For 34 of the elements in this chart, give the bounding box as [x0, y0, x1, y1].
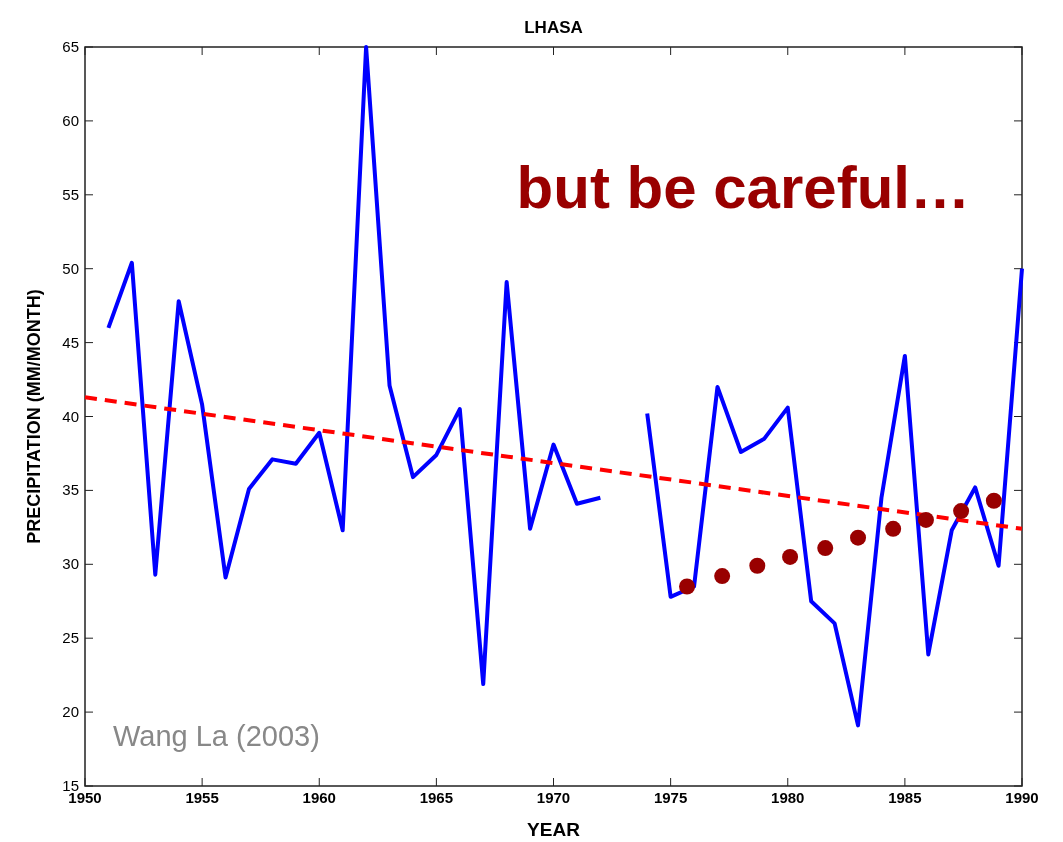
x-tick-label: 1970: [536, 789, 571, 806]
point: [679, 578, 696, 595]
y-tick-label: 30: [62, 555, 79, 573]
x-tick-label: 1980: [771, 789, 805, 806]
y-tick-label: 60: [62, 111, 79, 129]
point: [782, 548, 799, 565]
point: [850, 529, 867, 546]
y-tick-label: 50: [62, 259, 79, 277]
chart-title: LHASA: [524, 18, 583, 37]
point: [953, 503, 970, 520]
x-tick-label: 1955: [185, 789, 219, 806]
annotation: Wang La (2003): [113, 720, 320, 752]
point: [749, 557, 766, 574]
point: [714, 568, 731, 585]
x-axis-title: YEAR: [527, 819, 581, 840]
y-tick-label: 20: [62, 703, 79, 721]
x-tick-label: 1965: [419, 789, 454, 806]
y-axis-title: PRECIPITATION (MM/MONTH): [24, 289, 44, 544]
annotation: but be careful…: [516, 154, 970, 221]
x-tick-label: 1985: [888, 789, 922, 806]
y-tick-label: 35: [62, 481, 79, 499]
y-tick-label: 45: [62, 333, 79, 351]
y-tick-label: 55: [62, 185, 79, 203]
y-tick-label: 40: [62, 407, 79, 425]
x-tick-label: 1960: [302, 789, 336, 806]
y-tick-label: 15: [62, 777, 79, 794]
x-tick-label: 1975: [653, 789, 688, 806]
point: [817, 540, 834, 557]
y-tick-label: 25: [62, 629, 79, 647]
point: [885, 520, 902, 537]
x-tick-label: 1990: [1005, 789, 1039, 806]
y-tick-label: 65: [62, 38, 79, 55]
point: [917, 511, 934, 528]
point: [985, 492, 1002, 509]
